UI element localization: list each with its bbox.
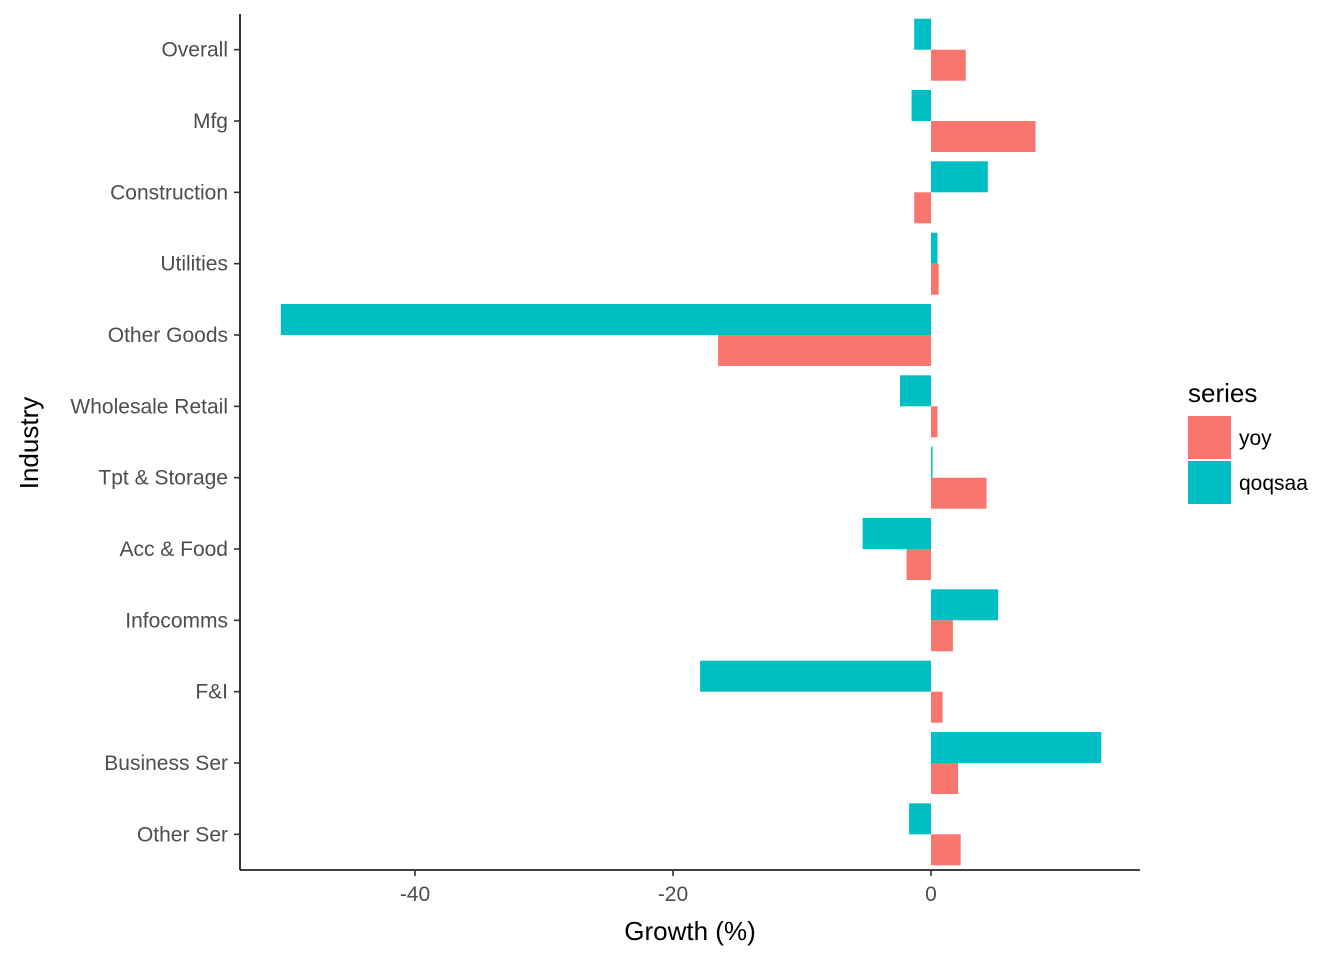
bar-yoy (931, 834, 961, 866)
axes-layer (239, 14, 1140, 871)
y-axis-title: Industry (14, 397, 44, 490)
bar-yoy (931, 49, 966, 81)
x-tick-label: -20 (658, 883, 688, 906)
bar-yoy (914, 192, 931, 224)
bar-qoqsaa (931, 161, 988, 193)
bar-qoqsaa (931, 732, 1102, 763)
legend: series yoy qoqsaa (1188, 378, 1308, 504)
x-tick-label: -40 (400, 883, 430, 906)
bar-yoy (931, 406, 938, 438)
y-tick-label: Mfg (193, 110, 228, 133)
bar-qoqsaa (280, 304, 931, 335)
legend-label: yoy (1239, 427, 1272, 450)
y-tick-label: Overall (161, 39, 228, 62)
y-tick-label: Tpt & Storage (98, 467, 228, 490)
bar-qoqsaa (700, 660, 931, 692)
y-tick-label: Other Ser (137, 823, 228, 846)
bar-yoy (931, 620, 953, 652)
y-tick-label: F&I (195, 681, 228, 704)
legend-title: series (1188, 378, 1257, 408)
bar-qoqsaa (911, 90, 931, 121)
bar-yoy (931, 263, 939, 295)
y-tick-label: Business Ser (104, 752, 228, 775)
bar-qoqsaa (900, 375, 931, 407)
bar-qoqsaa (862, 518, 931, 549)
bar-yoy (931, 477, 987, 509)
bar-yoy (931, 763, 959, 794)
legend-key-yoy (1188, 416, 1231, 459)
bar-qoqsaa (931, 446, 933, 478)
bars-layer (280, 18, 1102, 866)
y-tick-label: Construction (110, 181, 228, 204)
bar-qoqsaa (914, 18, 931, 50)
bar-yoy (931, 691, 943, 723)
bar-qoqsaa (931, 232, 938, 264)
y-tick-label: Acc & Food (119, 538, 228, 561)
y-tick-label: Wholesale Retail (70, 395, 228, 418)
legend-key-qoqsaa (1188, 461, 1231, 504)
bar-qoqsaa (931, 589, 999, 621)
x-axis-title: Growth (%) (624, 916, 755, 946)
y-ticks: Overall Mfg Construction Utilities Other Goo… (70, 39, 240, 846)
bar-yoy (931, 121, 1036, 152)
y-tick-label: Infocomms (125, 609, 228, 632)
y-tick-label: Other Goods (108, 324, 228, 347)
x-tick-label: 0 (925, 883, 937, 906)
bar-yoy (718, 335, 931, 366)
bar-yoy (906, 549, 931, 580)
y-tick-label: Utilities (160, 253, 228, 276)
bar-qoqsaa (909, 803, 931, 835)
legend-label: qoqsaa (1239, 472, 1308, 495)
x-ticks: -40 -20 0 (400, 870, 937, 906)
